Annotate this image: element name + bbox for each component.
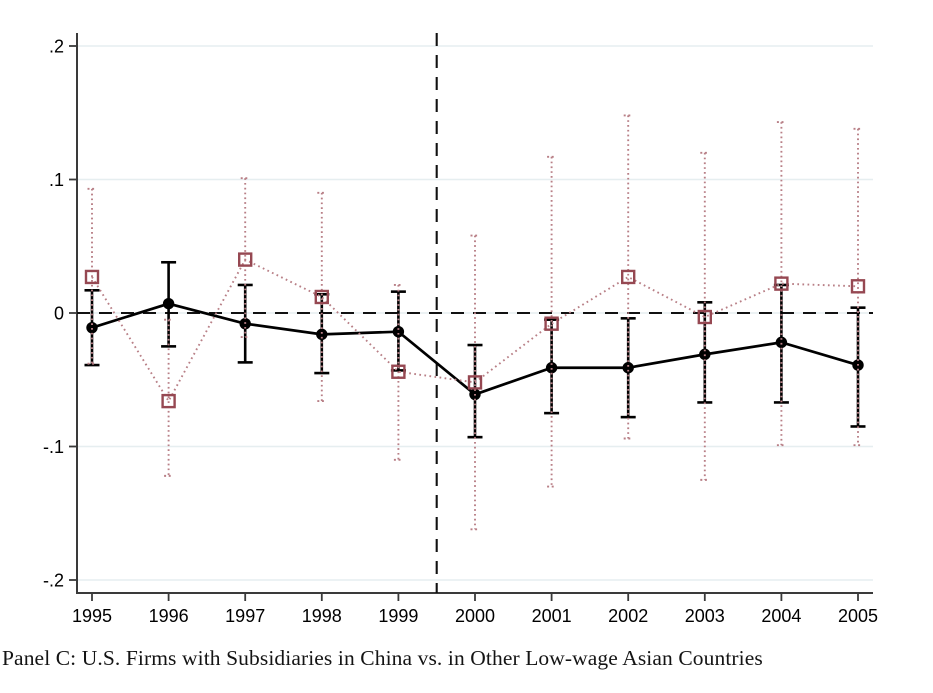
x-tick-label-2000: 2000 (455, 606, 495, 626)
other-asia-ci-2001 (547, 155, 557, 488)
other-asia-marker-2004 (774, 276, 789, 291)
other-asia-ci-2000 (470, 234, 480, 531)
x-tick-label-1996: 1996 (149, 606, 189, 626)
x-tick-label-2004: 2004 (761, 606, 801, 626)
china-marker-2001 (545, 362, 558, 374)
x-tick-label-1998: 1998 (302, 606, 342, 626)
other-asia-marker-1995 (84, 269, 100, 285)
other-asia-line (91, 258, 859, 404)
x-tick-label-1995: 1995 (72, 606, 112, 626)
china-marker-2002 (622, 362, 634, 374)
china-marker-2003 (699, 348, 711, 361)
y-axis: .2 .1 0 -.1 -.2 (43, 33, 78, 593)
x-tick-label-1999: 1999 (378, 606, 418, 626)
other-asia-ci-1998 (317, 191, 327, 403)
other-asia-ci-2004 (776, 121, 786, 447)
china-marker-1999 (392, 325, 405, 338)
figure-caption: Panel C: U.S. Firms with Subsidiaries in… (2, 646, 763, 670)
china-marker-1996 (162, 297, 175, 310)
other-asia-ci-2002 (623, 114, 633, 440)
y-tick-label--.2: -.2 (43, 571, 64, 591)
y-tick-label-0: 0 (54, 304, 64, 324)
china-marker-1998 (316, 328, 328, 341)
other-asia-ci-1999 (393, 284, 403, 461)
y-tick-label-.1: .1 (49, 170, 64, 190)
china-marker-2004 (775, 336, 788, 349)
other-asia-marker-1998 (314, 289, 329, 305)
other-asia-ci-1997 (240, 177, 250, 338)
other-asia-ci-1995 (87, 187, 97, 365)
other-asia-marker-1997 (237, 252, 253, 267)
y-tick-label-.2: .2 (49, 37, 64, 57)
x-tick-label-2003: 2003 (685, 606, 725, 626)
series-other-asia (84, 114, 866, 531)
other-asia-ci-1996 (164, 318, 174, 477)
other-asia-marker-2001 (544, 316, 559, 331)
x-tick-label-2005: 2005 (838, 606, 878, 626)
x-tick-label-2002: 2002 (608, 606, 648, 626)
other-asia-marker-1999 (391, 364, 406, 379)
other-asia-marker-1996 (161, 393, 176, 409)
y-tick-label--.1: -.1 (43, 437, 64, 457)
other-asia-marker-2003 (697, 309, 712, 325)
x-tick-label-2001: 2001 (532, 606, 572, 626)
x-axis: 1995 1996 1997 1998 1999 2000 2001 2002 2003 2004… (72, 592, 878, 626)
event-study-chart: .2 .1 0 -.1 -.2 1995 1996 1997 1998 1999 2000 2001 2… (43, 33, 878, 626)
other-asia-ci-2003 (700, 151, 710, 481)
other-asia-ci-2005 (853, 127, 863, 447)
other-asia-marker-2002 (621, 269, 636, 285)
other-asia-marker-2000 (467, 375, 483, 390)
x-tick-label-1997: 1997 (225, 606, 265, 626)
china-marker-1995 (86, 321, 98, 334)
other-asia-marker-2005 (850, 279, 866, 294)
